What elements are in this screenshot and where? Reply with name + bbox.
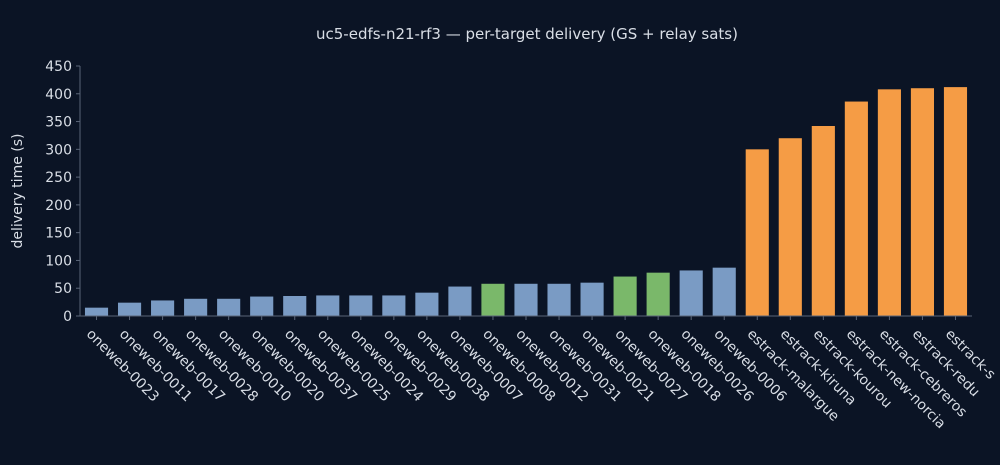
y-tick-label: 250 [45, 170, 72, 186]
bar-oneweb-0011 [117, 302, 142, 316]
y-tick-label: 50 [54, 281, 72, 297]
bar-oneweb-0018 [646, 272, 670, 316]
bar-oneweb-0029 [382, 295, 406, 316]
bar-estrack-redu [910, 88, 935, 316]
bar-oneweb-0006 [712, 267, 736, 316]
bar-oneweb-0037 [283, 296, 307, 316]
bar-estrack-malargue [745, 149, 769, 316]
y-tick-label: 200 [45, 198, 72, 214]
bar-oneweb-0025 [316, 295, 340, 316]
bar-oneweb-0023 [84, 307, 109, 316]
chart-title: uc5-edfs-n21-rf3 — per-target delivery (… [316, 25, 738, 43]
bar-estrack-kiruna [778, 138, 802, 316]
bar-estrack-s [943, 87, 968, 316]
bar-oneweb-0008 [481, 283, 505, 316]
bar-estrack-cebreros [877, 89, 901, 316]
y-tick-label: 350 [45, 115, 72, 131]
y-tick-label: 0 [63, 309, 72, 325]
y-tick-label: 150 [45, 226, 72, 242]
bar-oneweb-0010 [217, 298, 241, 316]
bar-estrack-new-norcia [844, 101, 868, 316]
y-tick-label: 300 [45, 142, 72, 158]
y-axis: 0 50 100 150 200 250 300 350 400 450 [45, 59, 81, 325]
bar-oneweb-0026 [679, 270, 703, 316]
bar-oneweb-0031 [547, 283, 571, 316]
bars [84, 87, 968, 316]
y-tick-label: 100 [45, 253, 72, 269]
x-axis: oneweb-0023oneweb-0011oneweb-0017oneweb-… [80, 315, 998, 432]
y-tick-label: 450 [45, 59, 72, 75]
bar-oneweb-0028 [184, 298, 208, 316]
bar-oneweb-0012 [514, 283, 538, 316]
bar-estrack-kourou [811, 126, 835, 316]
bar-oneweb-0038 [415, 292, 439, 316]
y-axis-label: delivery time (s) [10, 134, 26, 249]
y-tick-label: 400 [45, 87, 72, 103]
bar-oneweb-0007 [448, 286, 472, 316]
bar-oneweb-0017 [151, 300, 175, 316]
bar-oneweb-0020 [250, 296, 274, 316]
bar-oneweb-0027 [613, 276, 637, 316]
bar-oneweb-0024 [349, 295, 373, 316]
bar-oneweb-0021 [580, 282, 604, 316]
